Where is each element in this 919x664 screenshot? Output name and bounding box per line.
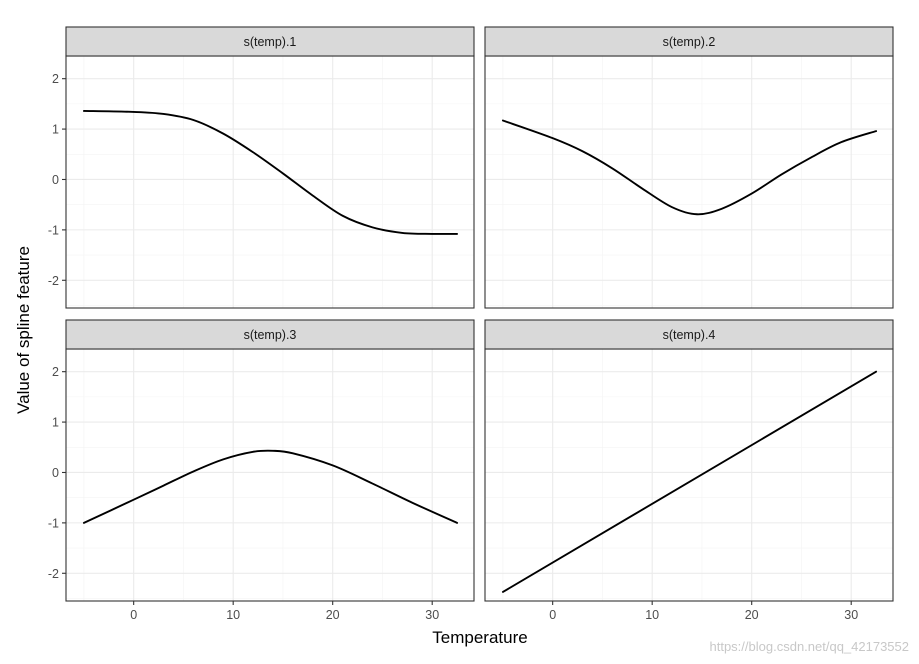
facet-strip-label: s(temp).2 xyxy=(663,35,716,49)
x-tick-label: 0 xyxy=(549,608,556,622)
spline-line xyxy=(501,119,878,216)
facet-strip-label: s(temp).4 xyxy=(663,328,716,342)
y-tick-label: 2 xyxy=(52,72,59,86)
y-tick-label: 0 xyxy=(52,466,59,480)
facet-panel: s(temp).2 xyxy=(484,26,894,309)
x-tick-label: 30 xyxy=(425,608,439,622)
y-tick-label: 2 xyxy=(52,365,59,379)
facet-strip xyxy=(484,26,894,57)
y-tick-label: 1 xyxy=(52,416,59,430)
x-tick-label: 20 xyxy=(745,608,759,622)
panel-background xyxy=(66,56,474,308)
facet-strip xyxy=(65,26,475,57)
x-tick-label: 0 xyxy=(130,608,137,622)
x-tick-label: 10 xyxy=(226,608,240,622)
facet-strip xyxy=(484,319,894,350)
facet-panel: s(temp).1 xyxy=(65,26,475,309)
facet-panel: s(temp).3 xyxy=(65,319,475,602)
y-tick-label: -1 xyxy=(48,223,59,237)
panel-background xyxy=(66,349,474,601)
facet-strip-label: s(temp).3 xyxy=(244,328,297,342)
watermark-text: https://blog.csdn.net/qq_42173552 xyxy=(710,639,910,654)
spline-line xyxy=(82,449,459,524)
x-axis-title: Temperature xyxy=(432,628,527,647)
facet-strip-label: s(temp).1 xyxy=(244,35,297,49)
y-tick-label: -2 xyxy=(48,274,59,288)
y-tick-label: 0 xyxy=(52,173,59,187)
y-tick-label: -2 xyxy=(48,567,59,581)
panel-background xyxy=(485,349,893,601)
facet-panel: s(temp).4 xyxy=(484,319,894,602)
x-tick-label: 20 xyxy=(326,608,340,622)
facet-strip xyxy=(65,319,475,350)
spline-line xyxy=(501,370,878,593)
panel-background xyxy=(485,56,893,308)
y-tick-label: 1 xyxy=(52,123,59,137)
facet-panels: s(temp).1 s(temp).2 s(temp).3 s(temp).4 xyxy=(65,26,894,602)
spline-line xyxy=(82,109,459,235)
x-tick-label: 30 xyxy=(844,608,858,622)
y-tick-label: -1 xyxy=(48,516,59,530)
y-axis-title: Value of spline feature xyxy=(14,246,33,414)
x-tick-label: 10 xyxy=(645,608,659,622)
